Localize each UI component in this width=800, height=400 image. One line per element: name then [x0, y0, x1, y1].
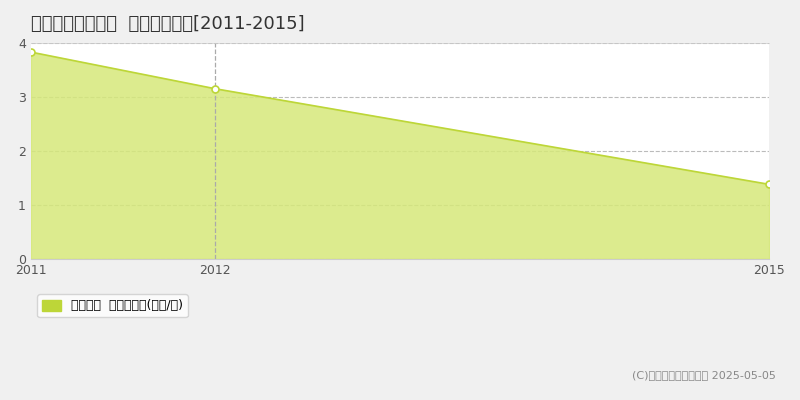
Point [762, 181, 775, 188]
Text: (C)土地価格ドットコム 2025-05-05: (C)土地価格ドットコム 2025-05-05 [632, 370, 776, 380]
Point [209, 86, 222, 92]
Point [25, 49, 38, 55]
Legend: 土地価格  平均啶単価(万円/啶): 土地価格 平均啶単価(万円/啶) [37, 294, 188, 317]
Text: 南秋田郡大潟村東  土地価格推移[2011-2015]: 南秋田郡大潟村東 土地価格推移[2011-2015] [31, 15, 305, 33]
